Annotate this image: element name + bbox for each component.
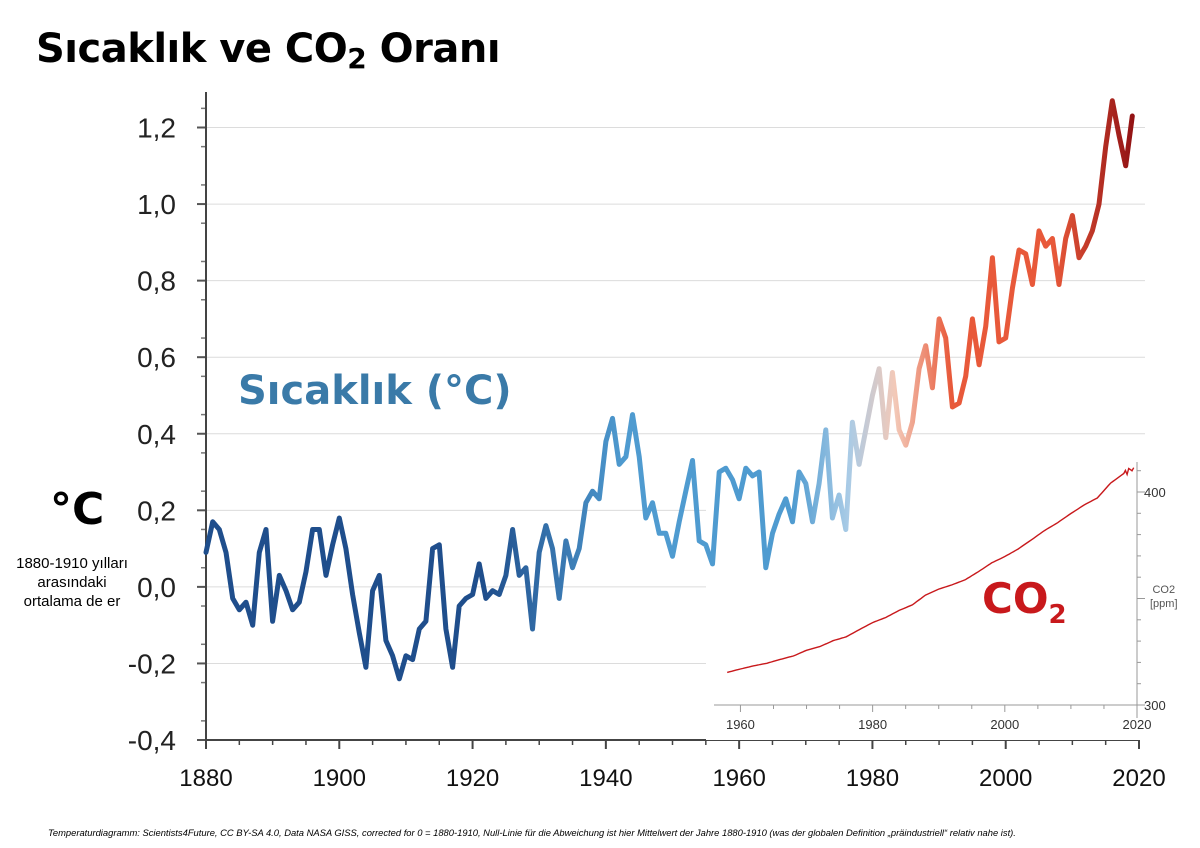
y-tick-label: 0,8 [137, 266, 176, 297]
x-tick-label: 1960 [712, 765, 765, 792]
temperature-series-line [203, 98, 1135, 682]
y-tick-label: 1,2 [137, 113, 176, 144]
y-tick-label: 0,2 [137, 495, 176, 526]
y-tick-label: 1,0 [137, 189, 176, 220]
co2-y-tick-label: 300 [1144, 698, 1166, 713]
y-tick-label: 0,6 [137, 342, 176, 373]
x-tick-label: 1880 [179, 765, 232, 792]
y-tick-label: 0,0 [137, 572, 176, 603]
y-axis-description: 1880-1910 yılları arasındaki ortalama de… [16, 555, 128, 610]
x-tick-label: 1900 [313, 765, 366, 792]
axes: -0,4 -0,2 0,0 0,2 0,4 0,6 0,8 1,0 1,2 1880 1900 192… [128, 92, 1166, 792]
co2-series-label: CO2 [982, 574, 1067, 630]
co2-inset: 300 400 1960 1980 2000 2020 [706, 448, 1188, 740]
co2-y-tick-label: 400 [1144, 485, 1166, 500]
x-tick-label: 2020 [1112, 765, 1165, 792]
title-rest: Oranı [366, 26, 501, 72]
co2-axis-label-line1: CO2 [1152, 584, 1176, 596]
co2-x-tick-label: 1980 [858, 717, 887, 732]
y-tick-label: 0,4 [137, 419, 176, 450]
co2-series-line [727, 467, 1135, 674]
y-tick-label: -0,2 [128, 648, 176, 679]
page-title: Sıcaklık ve CO2 Oranı [36, 26, 501, 75]
co2-label-subscript: 2 [1048, 600, 1067, 630]
co2-inset-background [706, 448, 1188, 740]
x-tick-label: 1980 [846, 765, 899, 792]
co2-x-tick-label: 1960 [726, 717, 755, 732]
x-tick-label: 1920 [446, 765, 499, 792]
title-main: Sıcaklık ve CO [36, 26, 348, 72]
temperature-series [203, 98, 1135, 682]
x-tick-label: 1940 [579, 765, 632, 792]
temperature-series-label: Sıcaklık (°C) [238, 368, 512, 414]
co2-label-main: CO [982, 574, 1049, 623]
title-subscript: 2 [347, 42, 367, 75]
y-axis-unit: °C [50, 484, 105, 535]
source-caption: Temperaturdiagramm: Scientists4Future, C… [48, 827, 1016, 838]
x-tick-label: 2000 [979, 765, 1032, 792]
co2-x-tick-label: 2000 [990, 717, 1019, 732]
co2-axis-label-line2: [ppm] [1150, 598, 1178, 610]
co2-axis-label: CO2 [ppm] [1150, 583, 1178, 611]
co2-x-tick-label: 2020 [1123, 717, 1152, 732]
y-tick-label: -0,4 [128, 725, 176, 756]
